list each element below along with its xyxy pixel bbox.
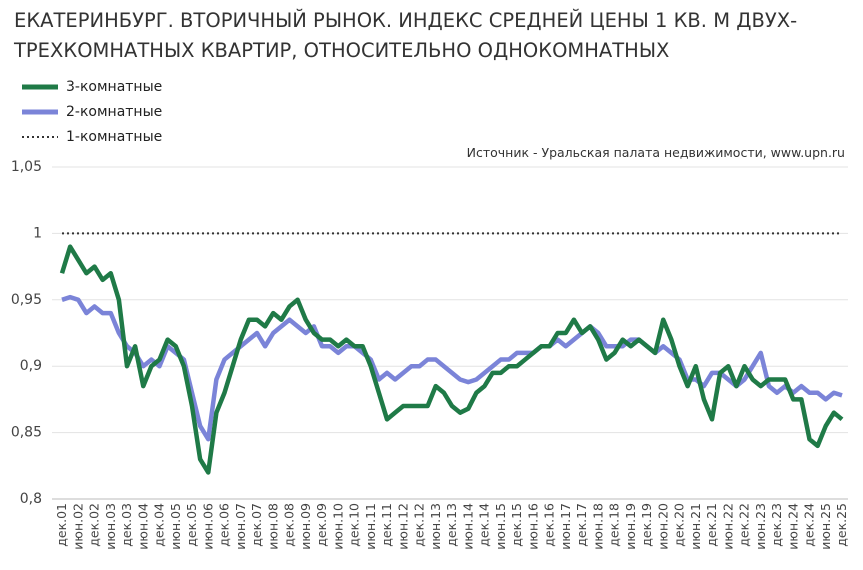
x-tick-label: июн.21 xyxy=(688,503,703,550)
legend-swatch xyxy=(22,84,58,89)
x-tick-label: дек.12 xyxy=(412,503,427,547)
x-tick-label: июн.25 xyxy=(818,503,833,550)
x-tick-label: дек.03 xyxy=(119,503,134,547)
x-tick-label: июн.14 xyxy=(460,503,475,550)
x-tick-label: дек.08 xyxy=(282,503,297,547)
x-tick-label: июн.03 xyxy=(103,503,118,550)
x-tick-label: дек.15 xyxy=(509,503,524,547)
legend: 3-комнатные 2-комнатные 1-комнатные xyxy=(20,74,162,149)
legend-swatch xyxy=(22,135,58,138)
x-tick-label: июн.10 xyxy=(330,503,345,550)
x-tick-label: дек.07 xyxy=(249,503,264,547)
x-tick-label: дек.09 xyxy=(314,503,329,547)
x-tick-label: июн.24 xyxy=(785,503,800,550)
x-tick-label: дек.23 xyxy=(769,503,784,547)
source-note: Источник - Уральская палата недвижимости… xyxy=(466,145,845,160)
x-tick-label: июн.11 xyxy=(363,503,378,550)
x-tick-label: дек.18 xyxy=(607,503,622,547)
x-tick-label: дек.02 xyxy=(87,503,102,547)
x-tick-label: дек.16 xyxy=(542,503,557,547)
x-tick-label: дек.10 xyxy=(347,503,362,547)
y-tick-label: 0,8 xyxy=(20,491,42,507)
x-tick-label: июн.09 xyxy=(298,503,313,550)
x-tick-label: дек.01 xyxy=(54,503,69,547)
chart-title: ЕКАТЕРИНБУРГ. ВТОРИЧНЫЙ РЫНОК. ИНДЕКС СР… xyxy=(14,9,798,62)
x-tick-label: июн.12 xyxy=(395,503,410,550)
x-tick-label: июн.08 xyxy=(265,503,280,550)
x-tick-label: дек.06 xyxy=(217,503,232,547)
x-tick-label: июн.06 xyxy=(200,503,215,550)
x-tick-label: дек.11 xyxy=(379,503,394,547)
x-tick-label: июн.17 xyxy=(558,503,573,550)
x-tick-label: июн.05 xyxy=(168,503,183,550)
legend-label: 3-комнатные xyxy=(66,78,163,95)
x-tick-label: дек.20 xyxy=(672,503,687,547)
x-tick-label: дек.13 xyxy=(444,503,459,547)
y-tick-label: 0,9 xyxy=(20,358,42,374)
x-tick-label: дек.19 xyxy=(639,503,654,547)
legend-swatch xyxy=(22,109,58,114)
legend-label: 1-комнатные xyxy=(66,128,163,145)
y-tick-label: 0,85 xyxy=(11,425,42,441)
x-tick-label: дек.04 xyxy=(152,503,167,547)
x-tick-label: июн.07 xyxy=(233,503,248,550)
x-tick-label: июн.15 xyxy=(493,503,508,550)
x-tick-label: дек.14 xyxy=(477,503,492,547)
x-tick-label: дек.05 xyxy=(184,503,199,547)
x-tick-label: июн.23 xyxy=(753,503,768,550)
y-tick-label: 1 xyxy=(33,225,42,241)
y-tick-label: 1,05 xyxy=(11,159,42,175)
y-tick-label: 0,95 xyxy=(11,292,42,308)
x-tick-label: дек.21 xyxy=(704,503,719,547)
x-tick-label: июн.13 xyxy=(428,503,443,550)
x-tick-label: июн.19 xyxy=(623,503,638,550)
x-tick-label: июн.02 xyxy=(70,503,85,550)
x-tick-label: июн.16 xyxy=(525,503,540,550)
series-line xyxy=(59,244,844,475)
x-tick-label: июн.04 xyxy=(135,503,150,550)
legend-item: 3-комнатные xyxy=(20,74,162,99)
x-tick-label: июн.20 xyxy=(655,503,670,550)
x-tick-label: дек.24 xyxy=(802,503,817,547)
x-tick-label: дек.25 xyxy=(834,503,849,547)
x-tick-label: июн.22 xyxy=(720,503,735,550)
x-tick-label: июн.18 xyxy=(590,503,605,550)
legend-item: 1-комнатные xyxy=(20,124,162,149)
legend-item: 2-комнатные xyxy=(20,99,162,124)
x-tick-label: дек.17 xyxy=(574,503,589,547)
series-line xyxy=(61,294,843,442)
x-tick-label: дек.22 xyxy=(737,503,752,547)
legend-label: 2-комнатные xyxy=(66,103,163,120)
